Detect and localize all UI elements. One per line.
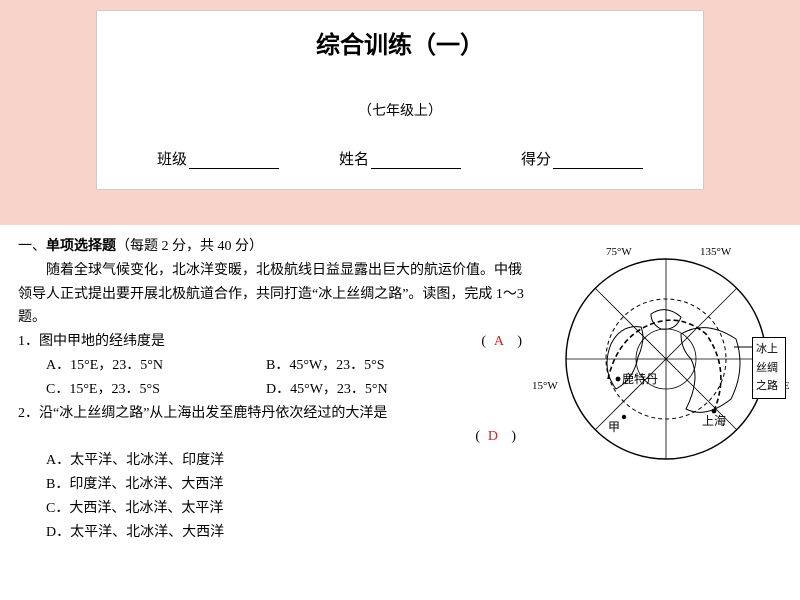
q1-opt-b: B．45°W，23．5°S	[266, 354, 385, 378]
heading-suffix: （每题 2 分，共 40 分）	[116, 239, 263, 254]
heading-prefix: 一、	[18, 239, 46, 254]
q1-stem-row: 1．图中甲地的经纬度是 ( A )	[18, 330, 528, 354]
name-underline[interactable]	[371, 153, 461, 169]
q1-options: A．15°E，23．5°N B．45°W，23．5°S C．15°E，23．5°…	[18, 354, 528, 402]
page-title: 综合训练（一）	[97, 25, 703, 60]
q2-paren-l: (	[475, 425, 480, 449]
q2-answer-row: ( D )	[18, 425, 528, 449]
q1-opt-a: A．15°E，23．5°N	[46, 354, 266, 378]
score-field: 得分	[521, 148, 643, 169]
q2-options: A．太平洋、北冰洋、印度洋 B．印度洋、北冰洋、大西洋 C．大西洋、北冰洋、太平…	[18, 449, 528, 544]
q2-opt-d: D．太平洋、北冰洋、大西洋	[46, 521, 528, 545]
class-field: 班级	[157, 148, 279, 169]
q1-opt-c: C．15°E，23．5°S	[46, 378, 266, 402]
q1-paren-l: (	[481, 330, 486, 354]
city-rotterdam: 鹿特丹	[622, 369, 658, 389]
passage-text: 随着全球气候变化，北冰洋变暖，北极航线日益显露出巨大的航运价值。中俄领导人正式提…	[18, 259, 528, 330]
lon-15w: 15°W	[532, 377, 558, 396]
content-panel: 一、单项选择题（每题 2 分，共 40 分） 随着全球气候变化，北冰洋变暖，北极…	[0, 225, 800, 600]
score-underline[interactable]	[553, 153, 643, 169]
q1-opt-d: D．45°W，23．5°N	[266, 378, 388, 402]
q1-paren-r: )	[517, 330, 522, 354]
point-jia: 甲	[608, 417, 620, 437]
heading-bold: 单项选择题	[46, 239, 116, 254]
q2-stem: 2．沿“冰上丝绸之路”从上海出发至鹿特丹依次经过的大洋是	[18, 402, 528, 426]
class-label: 班级	[157, 148, 187, 169]
lon-135w: 135°W	[700, 243, 731, 262]
q2-answer: D	[488, 425, 498, 449]
q2-opt-b: B．印度洋、北冰洋、大西洋	[46, 473, 528, 497]
lon-75w: 75°W	[606, 243, 632, 262]
score-label: 得分	[521, 148, 551, 169]
name-field: 姓名	[339, 148, 461, 169]
map-diagram: 75°W 135°W 15°W 165°E 鹿特丹 上海 甲 冰上丝绸之路	[546, 239, 786, 479]
q1-answer: A	[494, 330, 504, 354]
class-underline[interactable]	[189, 153, 279, 169]
q2-opt-c: C．大西洋、北冰洋、太平洋	[46, 497, 528, 521]
name-label: 姓名	[339, 148, 369, 169]
header-card: 综合训练（一） （七年级上） 班级 姓名 得分	[96, 10, 704, 190]
q2-opt-a: A．太平洋、北冰洋、印度洋	[46, 449, 528, 473]
q1-stem: 1．图中甲地的经纬度是	[18, 334, 165, 349]
city-shanghai: 上海	[702, 411, 726, 431]
page-subtitle: （七年级上）	[97, 100, 703, 120]
route-label-box: 冰上丝绸之路	[752, 337, 786, 399]
q2-paren-r: )	[511, 425, 516, 449]
form-row: 班级 姓名 得分	[97, 148, 703, 169]
map-svg	[546, 239, 786, 479]
